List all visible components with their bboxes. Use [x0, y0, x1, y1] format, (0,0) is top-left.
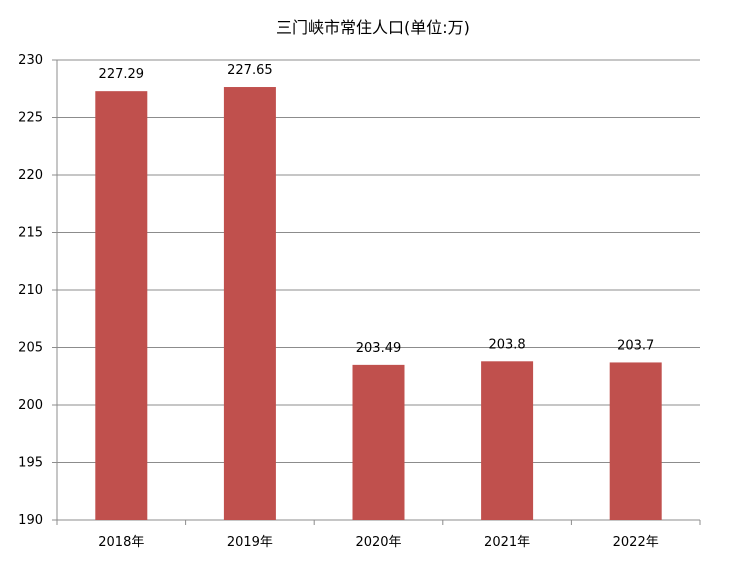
x-tick-label: 2018年: [98, 535, 144, 550]
y-tick-label: 210: [18, 283, 43, 298]
data-labels: 227.29 227.65 203.49 203.8 203.7: [99, 63, 655, 356]
data-label: 203.49: [356, 341, 402, 356]
bar: [95, 91, 148, 520]
x-tick-label: 2020年: [355, 535, 401, 550]
bar: [223, 87, 276, 521]
y-tick-label: 215: [18, 226, 43, 241]
chart-title: 三门峡市常住人口(单位:万): [276, 18, 470, 37]
x-tick-label: 2022年: [613, 535, 659, 550]
bar: [481, 361, 534, 520]
data-label: 203.7: [617, 338, 654, 353]
bar: [352, 364, 405, 520]
data-label: 227.29: [99, 67, 145, 82]
bars: [95, 87, 662, 521]
bar: [609, 362, 662, 520]
data-label: 203.8: [488, 337, 525, 352]
tick-labels: 190 195 200 205 210 215 220 225 230 2018年 2019年 202…: [18, 53, 659, 550]
y-tick-label: 190: [18, 513, 43, 528]
y-tick-label: 220: [18, 168, 43, 183]
y-tick-label: 200: [18, 398, 43, 413]
y-tick-label: 230: [18, 53, 43, 68]
y-tick-label: 205: [18, 341, 43, 356]
x-tick-label: 2019年: [227, 535, 273, 550]
x-tick-label: 2021年: [484, 535, 530, 550]
data-label: 227.65: [227, 63, 273, 78]
y-tick-label: 225: [18, 111, 43, 126]
y-tick-label: 195: [18, 456, 43, 471]
